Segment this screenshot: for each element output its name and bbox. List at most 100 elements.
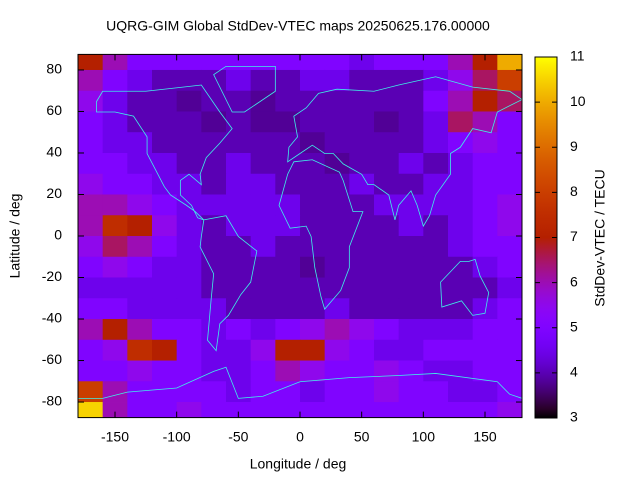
heatmap-cell	[300, 319, 326, 341]
heatmap-cell	[472, 402, 498, 418]
heatmap-cell	[226, 111, 252, 133]
heatmap-cell	[349, 194, 375, 216]
heatmap-cell	[324, 236, 350, 258]
heatmap-cell	[201, 54, 227, 71]
heatmap-cell	[398, 90, 424, 112]
heatmap-cell	[472, 277, 498, 299]
heatmap-cell	[423, 173, 449, 195]
heatmap-cell	[423, 298, 449, 320]
heatmap-cell	[78, 339, 104, 361]
heatmap-cell	[423, 277, 449, 299]
heatmap-cell	[127, 194, 153, 216]
heatmap-cell	[201, 236, 227, 258]
heatmap-cell	[176, 298, 202, 320]
heatmap-cell	[398, 132, 424, 154]
heatmap-cell	[300, 90, 326, 112]
heatmap-cell	[374, 381, 400, 403]
heatmap-cell	[497, 360, 522, 382]
x-tick-label: -150	[101, 428, 129, 444]
heatmap-cell	[152, 277, 178, 299]
heatmap-cell	[497, 90, 522, 112]
heatmap-cell	[275, 69, 301, 92]
heatmap-cell	[102, 69, 128, 92]
heatmap-cell	[448, 360, 474, 382]
y-tick-label: -40	[42, 310, 62, 326]
heatmap-cell	[497, 173, 522, 195]
heatmap-cell	[176, 277, 202, 299]
heatmap-cell	[152, 360, 178, 382]
heatmap-cell	[398, 194, 424, 216]
heatmap-cell	[250, 319, 276, 341]
heatmap-cell	[250, 236, 276, 258]
heatmap-cell	[324, 173, 350, 195]
heatmap-cell	[497, 236, 522, 258]
heatmap-cell	[497, 69, 522, 92]
heatmap-cell	[300, 402, 326, 418]
heatmap-cell	[78, 381, 104, 403]
heatmap-cell	[201, 69, 227, 92]
coastline	[97, 85, 233, 220]
heatmap-cell	[300, 173, 326, 195]
heatmap-cell	[448, 381, 474, 403]
heatmap-cell	[127, 152, 153, 175]
heatmap-cell	[201, 215, 227, 237]
heatmap-cell	[250, 90, 276, 112]
y-tick-label: -80	[42, 393, 62, 409]
heatmap-cell	[152, 236, 178, 258]
heatmap-cell	[127, 402, 153, 418]
heatmap-cell	[324, 298, 350, 320]
heatmap-cell	[300, 256, 326, 278]
x-tick-label: -100	[163, 428, 191, 444]
heatmap-cell	[176, 236, 202, 258]
heatmap-cell	[226, 152, 252, 175]
heatmap-cell	[250, 360, 276, 382]
heatmap-cell	[300, 339, 326, 361]
heatmap-cell	[201, 277, 227, 299]
colorbar-tick-label: 3	[570, 409, 578, 425]
heatmap-cell	[423, 402, 449, 418]
heatmap-cell	[300, 111, 326, 133]
heatmap-cell	[152, 69, 178, 92]
colorbar-tick-label: 11	[570, 48, 585, 64]
heatmap-cell	[127, 132, 153, 154]
heatmap-cell	[176, 69, 202, 92]
colorbar-tick-label: 6	[570, 273, 578, 289]
heatmap-cell	[250, 54, 276, 71]
colorbar-tick-label: 10	[570, 93, 586, 109]
heatmap-cell	[201, 90, 227, 112]
heatmap-cell	[349, 152, 375, 175]
heatmap-cell	[152, 90, 178, 112]
heatmap-cell	[423, 236, 449, 258]
heatmap-cell	[324, 54, 350, 71]
y-tick-label: 60	[46, 102, 62, 118]
heatmap-cell	[226, 215, 252, 237]
heatmap-cell	[226, 339, 252, 361]
heatmap-cell	[152, 111, 178, 133]
colorbar-label: StdDev-VTEC / TECU	[592, 169, 608, 306]
heatmap-cell	[300, 360, 326, 382]
heatmap-cell	[226, 277, 252, 299]
heatmap-cell	[275, 402, 301, 418]
heatmap-cell	[448, 90, 474, 112]
heatmap-cell	[127, 360, 153, 382]
heatmap-cell	[448, 236, 474, 258]
heatmap-cell	[472, 360, 498, 382]
heatmap-cell	[349, 173, 375, 195]
heatmap-cell	[374, 339, 400, 361]
heatmap-cell	[324, 339, 350, 361]
heatmap-cell	[201, 152, 227, 175]
heatmap-cell	[176, 215, 202, 237]
x-tick-label: 150	[473, 428, 497, 444]
heatmap-cell	[324, 132, 350, 154]
heatmap-cell	[275, 215, 301, 237]
heatmap-cell	[472, 54, 498, 71]
heatmap-cell	[127, 173, 153, 195]
y-tick-label: 80	[46, 61, 62, 77]
heatmap-cell	[127, 319, 153, 341]
heatmap-cell	[349, 215, 375, 237]
x-tick-label: 100	[412, 428, 436, 444]
heatmap-cell	[448, 319, 474, 341]
heatmap-cell	[78, 173, 104, 195]
heatmap-cell	[78, 360, 104, 382]
coastline	[214, 66, 276, 112]
